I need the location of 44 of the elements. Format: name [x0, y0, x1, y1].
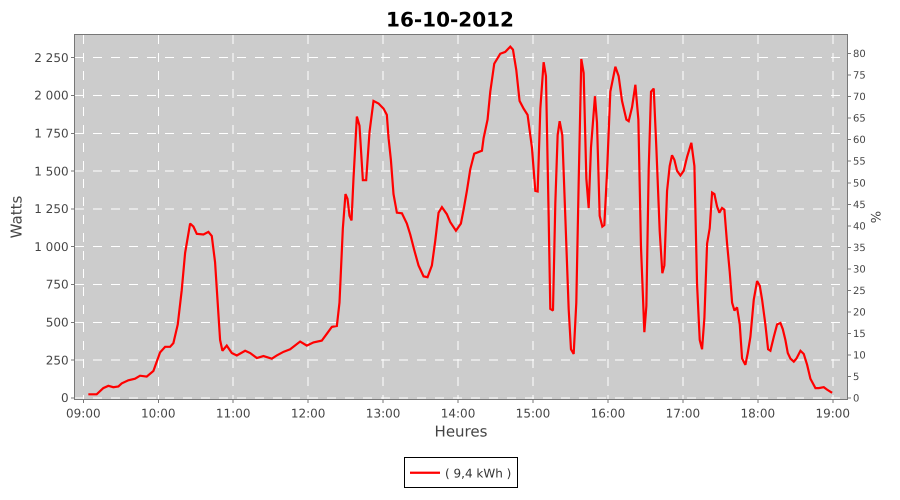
y2-tick-label: 55	[853, 156, 866, 168]
x-tick-label: 19:00	[815, 406, 850, 420]
y2-tick-label: 0	[853, 394, 860, 405]
line-series	[87, 46, 834, 396]
y2-tick-label: 10	[853, 350, 866, 362]
y2-tick-label: 25	[853, 286, 866, 297]
chart-title: 16-10-2012	[386, 8, 514, 32]
x-tick-label: 11:00	[216, 406, 251, 420]
y-tick-label: 500	[46, 316, 69, 330]
x-tick-label: 13:00	[366, 406, 400, 420]
y2-tick-label: 20	[853, 307, 866, 318]
y-tick-label: 250	[46, 353, 69, 368]
x-tick-label: 15:00	[516, 406, 550, 420]
x-tick-label: 12:00	[290, 406, 326, 420]
x-tick-label: 10:00	[140, 406, 176, 420]
y2-tick-label: 70	[853, 92, 866, 104]
y-tick-label: 1 500	[34, 164, 69, 178]
legend-label: ( 9,4 kWh )	[445, 466, 512, 480]
y-tick-label: 750	[46, 278, 69, 292]
y-tick-label: 1 000	[34, 240, 69, 254]
y2-tick-label: 65	[853, 114, 866, 125]
y-tick-label: 2 000	[34, 88, 69, 103]
x-axis-title: Heures	[434, 422, 488, 440]
y2-tick-label: 60	[853, 135, 866, 146]
x-tick-label: 14:00	[440, 406, 476, 420]
x-tick-label: 18:00	[740, 406, 776, 420]
y-tick-label: 1 250	[34, 202, 69, 216]
x-tick-label: 17:00	[666, 406, 700, 420]
y2-axis-title: %	[869, 210, 884, 224]
y2-tick-label: 5	[853, 372, 860, 384]
y2-tick-label: 40	[853, 221, 866, 232]
y2-tick-label: 30	[853, 264, 866, 276]
y2-tick-label: 80	[853, 49, 866, 60]
x-tick-label: 09:00	[66, 406, 101, 420]
y-axis-title: Watts	[7, 196, 26, 238]
y-tick-label: 0	[60, 391, 69, 406]
y2-tick-label: 35	[853, 242, 866, 254]
y2-tick-label: 45	[853, 200, 866, 211]
y2-tick-label: 75	[853, 70, 866, 82]
y2-tick-label: 50	[853, 178, 866, 190]
x-tick-label: 16:00	[590, 406, 626, 420]
y-tick-label: 2 250	[34, 50, 69, 65]
y-tick-label: 1 750	[34, 126, 69, 140]
y2-tick-label: 15	[853, 329, 866, 340]
